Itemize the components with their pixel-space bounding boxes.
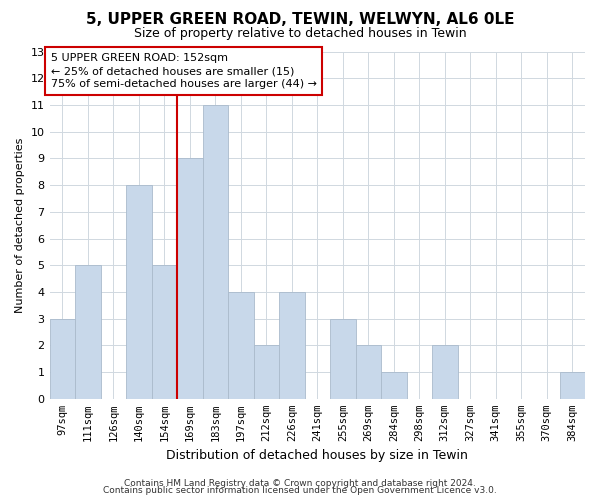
Text: 5, UPPER GREEN ROAD, TEWIN, WELWYN, AL6 0LE: 5, UPPER GREEN ROAD, TEWIN, WELWYN, AL6 …	[86, 12, 514, 28]
Text: Contains public sector information licensed under the Open Government Licence v3: Contains public sector information licen…	[103, 486, 497, 495]
Bar	[330, 318, 356, 399]
Bar	[254, 346, 279, 399]
Bar	[203, 105, 228, 399]
Bar	[50, 318, 75, 399]
Bar	[381, 372, 407, 399]
Bar	[560, 372, 585, 399]
Text: Contains HM Land Registry data © Crown copyright and database right 2024.: Contains HM Land Registry data © Crown c…	[124, 478, 476, 488]
Bar	[177, 158, 203, 399]
Text: Size of property relative to detached houses in Tewin: Size of property relative to detached ho…	[134, 28, 466, 40]
Bar	[152, 265, 177, 399]
Bar	[75, 265, 101, 399]
X-axis label: Distribution of detached houses by size in Tewin: Distribution of detached houses by size …	[166, 450, 468, 462]
Bar	[432, 346, 458, 399]
Bar	[228, 292, 254, 399]
Y-axis label: Number of detached properties: Number of detached properties	[15, 138, 25, 313]
Bar	[279, 292, 305, 399]
Bar	[356, 346, 381, 399]
Text: 5 UPPER GREEN ROAD: 152sqm
← 25% of detached houses are smaller (15)
75% of semi: 5 UPPER GREEN ROAD: 152sqm ← 25% of deta…	[51, 53, 317, 89]
Bar	[126, 185, 152, 399]
